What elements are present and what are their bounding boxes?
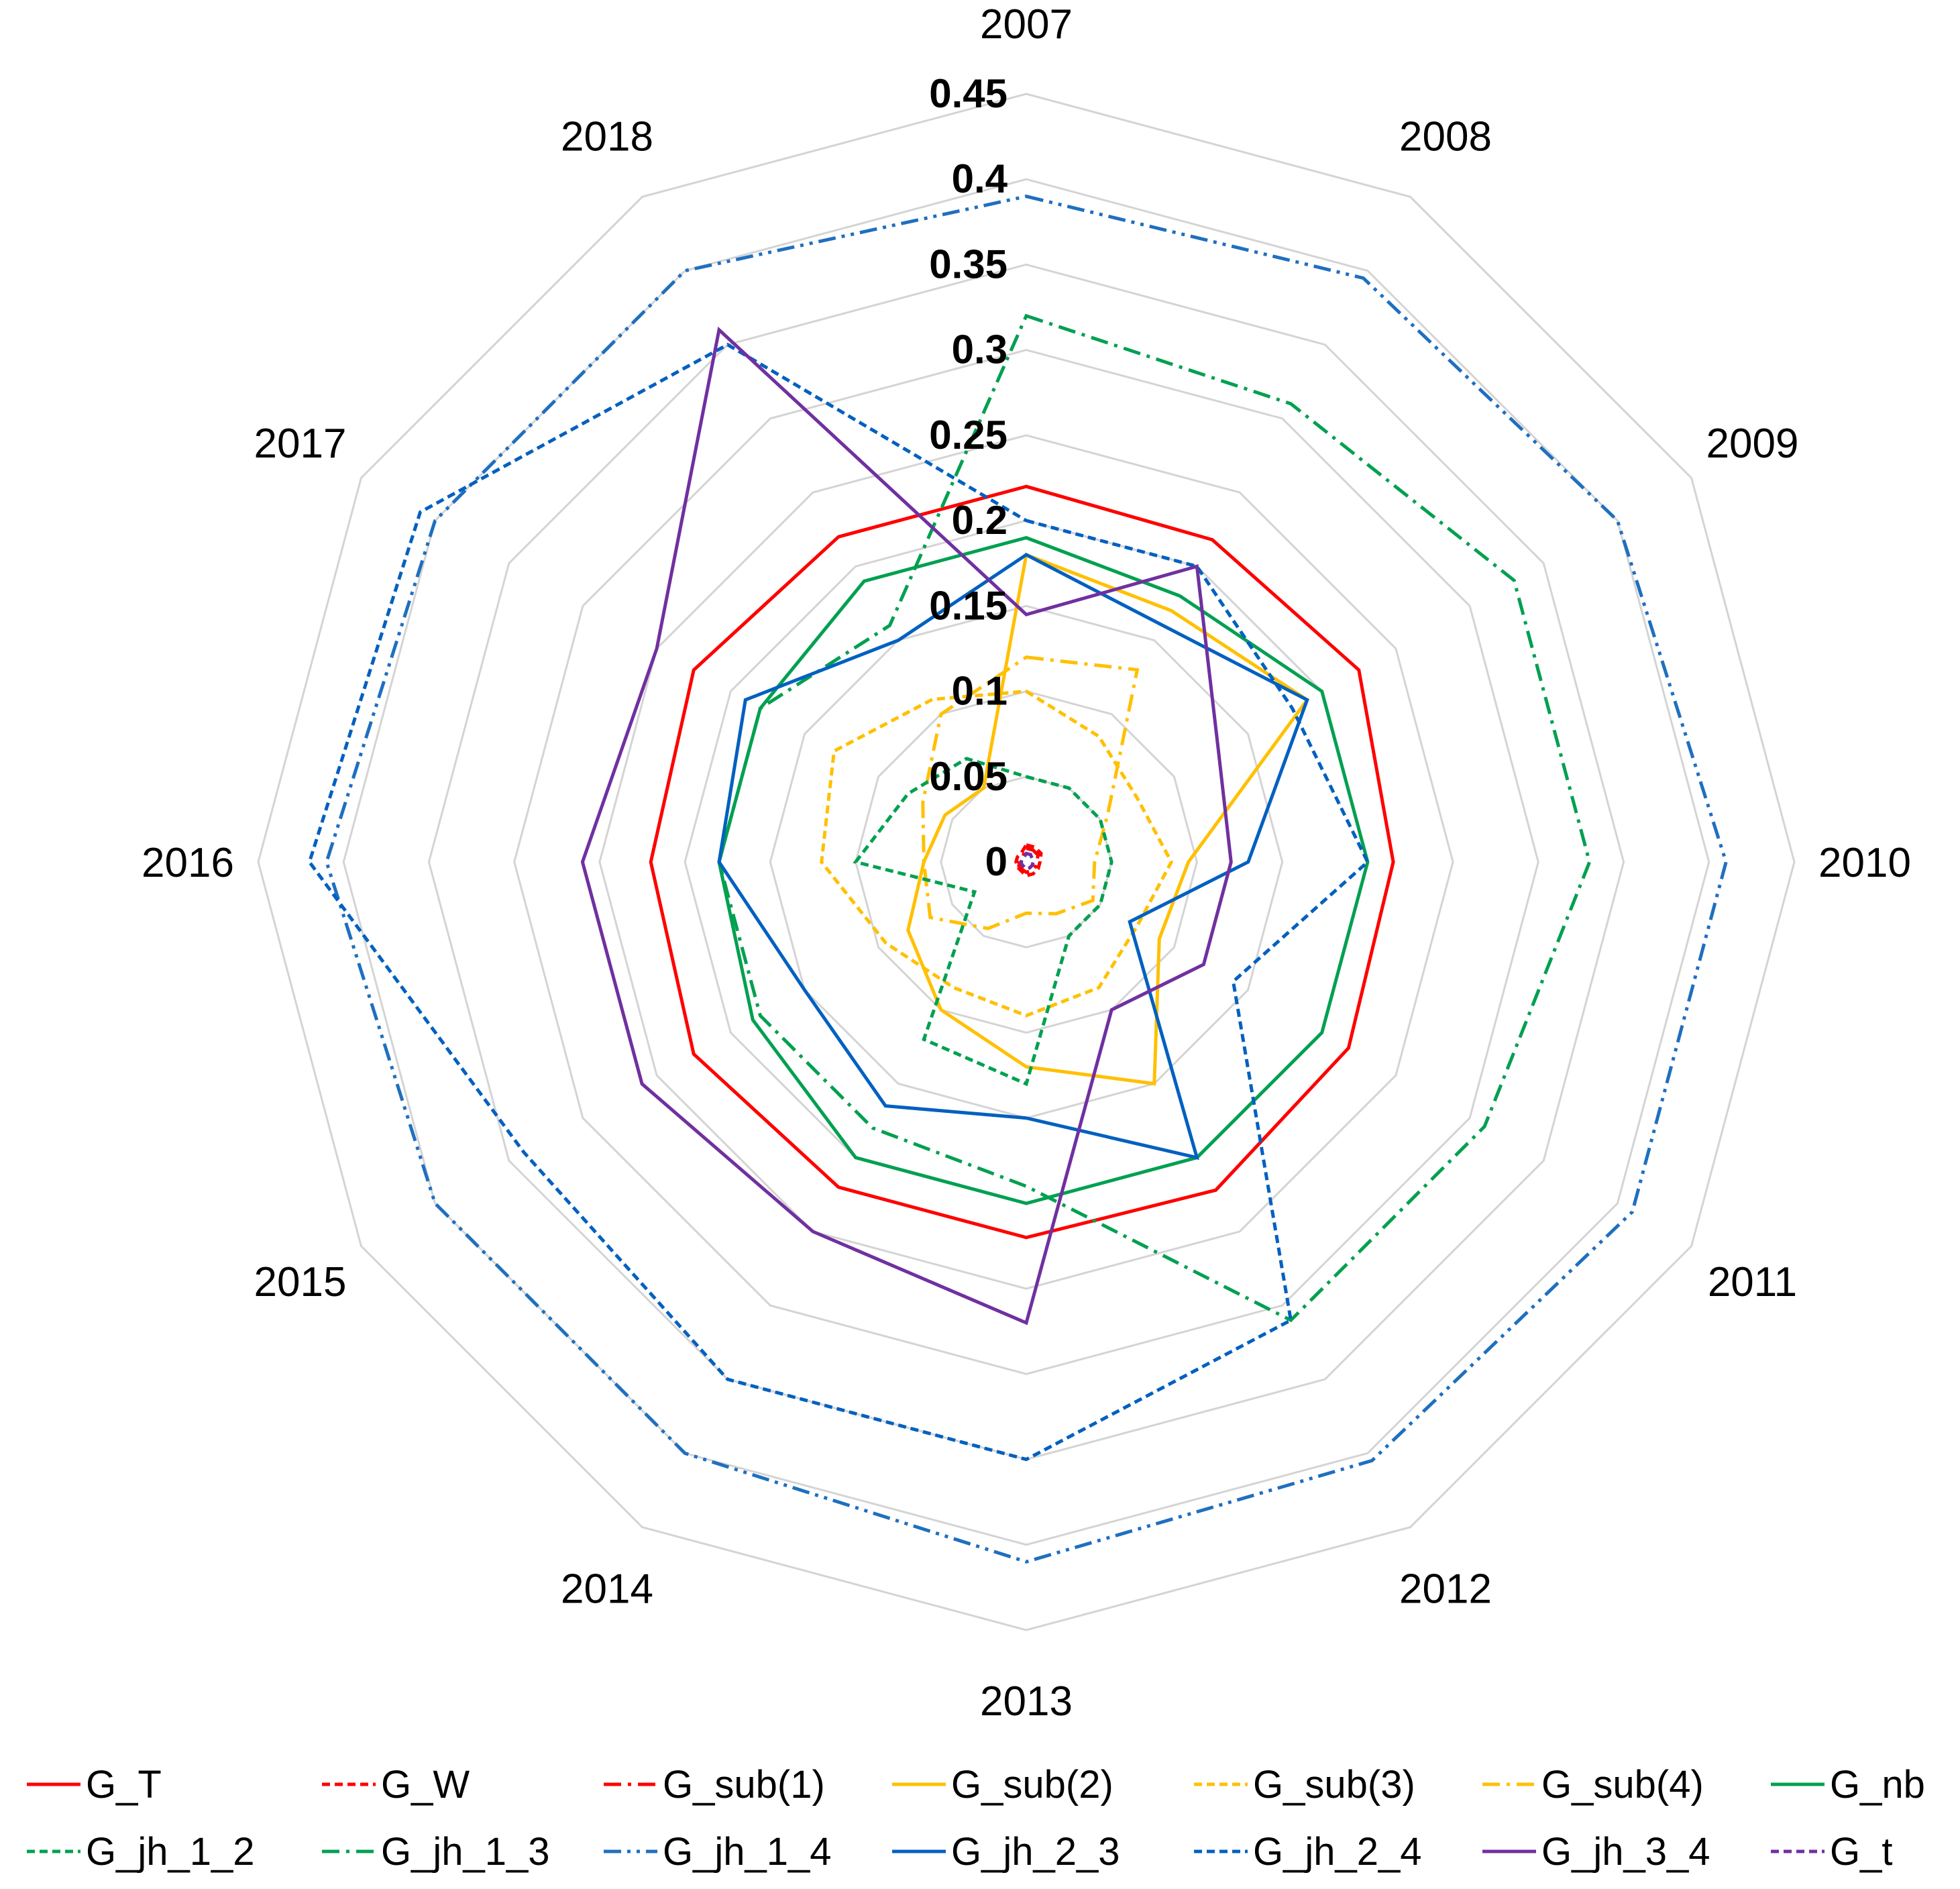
grid-ring-1 [940,775,1113,949]
legend-item-G_jh_1_3: G_jh_1_3 [322,1830,550,1874]
legend-item-G_W: G_W [322,1763,470,1806]
legend-label: G_jh_1_2 [86,1830,255,1874]
series-G_jh_2_4 [307,342,1370,1462]
r-tick-label: 0 [985,839,1008,884]
r-tick-label: 0.35 [929,241,1008,286]
category-label-2015: 2015 [254,1259,347,1305]
series-G_T [649,484,1395,1240]
legend-item-G_t: G_t [1771,1830,1893,1874]
series-G_jh_1_4 [325,195,1728,1564]
grid-ring-7 [427,263,1625,1461]
legend-label: G_sub(1) [663,1763,825,1806]
legend-label: G_nb [1830,1763,1925,1806]
category-label-2010: 2010 [1818,840,1911,886]
category-label-2007: 2007 [980,1,1073,48]
legend-label: G_sub(3) [1253,1763,1415,1806]
legend: G_T G_W G_sub(1) G_sub(2) G_sub(3) G_sub(4) G_… [27,1763,1925,1874]
grid-ring-9 [257,93,1796,1631]
grid-layer [257,93,1796,1631]
legend-label: G_jh_3_4 [1541,1830,1710,1874]
legend-item-G_sub(3): G_sub(3) [1194,1763,1415,1806]
legend-label: G_jh_1_4 [663,1830,832,1874]
r-tick-label: 0.2 [952,498,1008,543]
legend-item-G_sub(1): G_sub(1) [604,1763,825,1806]
series-G_sub(3) [820,690,1174,1018]
legend-label: G_jh_1_3 [381,1830,550,1874]
r-tick-label: 0.1 [952,669,1008,714]
series-G_jh_3_4 [580,326,1233,1326]
legend-item-G_nb: G_nb [1771,1763,1925,1806]
series-G_jh_1_3 [717,313,1592,1323]
category-label-2016: 2016 [142,840,234,886]
legend-label: G_t [1830,1830,1893,1874]
series-G_sub(1) [1017,846,1040,875]
category-label-2013: 2013 [980,1678,1073,1725]
legend-item-G_jh_1_2: G_jh_1_2 [27,1830,255,1874]
category-label-2008: 2008 [1399,114,1492,160]
tick-layer: 0 0.05 0.1 0.15 0.2 0.25 0.3 0.35 0.4 0.45 [929,71,1008,884]
series-G_W [1014,843,1043,878]
legend-item-G_sub(2): G_sub(2) [892,1763,1113,1806]
legend-label: G_jh_2_3 [951,1830,1120,1874]
legend-label: G_T [86,1763,162,1806]
legend-label: G_sub(2) [951,1763,1113,1806]
series-G_nb [717,535,1370,1205]
grid-ring-2 [855,690,1198,1034]
category-label-2011: 2011 [1708,1259,1797,1305]
category-label-2017: 2017 [254,421,347,467]
category-label-2009: 2009 [1706,421,1799,467]
legend-label: G_jh_2_4 [1253,1830,1422,1874]
legend-item-G_sub(4): G_sub(4) [1482,1763,1704,1806]
category-label-2014: 2014 [561,1566,653,1613]
series-layer [307,195,1728,1564]
legend-item-G_jh_3_4: G_jh_3_4 [1482,1830,1710,1874]
grid-ring-6 [513,349,1539,1375]
legend-label: G_sub(4) [1541,1763,1704,1806]
r-tick-label: 0.25 [929,413,1008,457]
r-tick-label: 0.3 [952,327,1008,372]
r-tick-label: 0.45 [929,71,1008,116]
grid-ring-3 [769,604,1284,1120]
legend-item-G_T: G_T [27,1763,162,1806]
grid-ring-4 [684,519,1369,1205]
category-label-2018: 2018 [561,114,653,160]
category-label-2012: 2012 [1399,1566,1492,1613]
r-tick-label: 0.15 [929,583,1008,628]
series-G_t [1019,851,1035,871]
series-G_jh_2_3 [717,553,1309,1161]
legend-label: G_W [381,1763,470,1806]
legend-item-G_jh_1_4: G_jh_1_4 [604,1830,832,1874]
r-tick-label: 0.05 [929,754,1008,799]
grid-ring-8 [342,178,1710,1546]
series-G_jh_1_2 [853,757,1113,1087]
legend-item-G_jh_2_3: G_jh_2_3 [892,1830,1120,1874]
legend-item-G_jh_2_4: G_jh_2_4 [1194,1830,1422,1874]
r-tick-label: 0.4 [952,156,1008,201]
series-G_sub(4) [921,655,1140,930]
category-layer: 2007 2008 2009 2010 2011 2012 2013 2014 2015 2016… [142,1,1911,1725]
